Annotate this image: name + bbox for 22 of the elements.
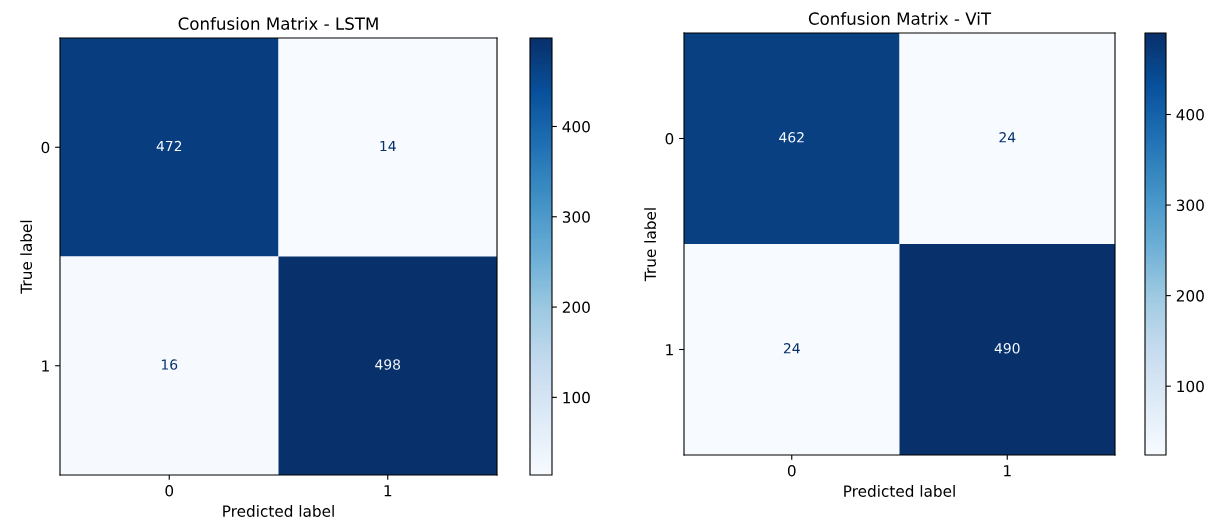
chart-title: Confusion Matrix - ViT [808, 12, 992, 25]
data-label: 490 [994, 343, 1020, 354]
data-label: 16 [161, 359, 178, 370]
color-bar-label: 400 [1176, 108, 1204, 121]
data-label: 462 [779, 132, 804, 143]
data-label: 24 [999, 132, 1016, 143]
chart-title: Confusion Matrix - LSTM [178, 17, 378, 30]
data-label: 472 [156, 140, 182, 152]
color-bar-label: 200 [1176, 290, 1204, 302]
color-bar-label: 300 [562, 211, 590, 223]
data-label: 14 [380, 140, 396, 152]
data-label: 24 [783, 343, 800, 354]
data-label: 498 [375, 359, 401, 370]
color-bar-label: 400 [562, 120, 590, 133]
x-axis-title: Predicted label [844, 485, 955, 497]
color-bar-label: 200 [562, 301, 590, 314]
color-bar-label: 100 [1177, 380, 1204, 393]
color-bar-label: 300 [1176, 199, 1204, 212]
y-axis-title: True label [644, 208, 657, 282]
x-axis-title: Predicted label [223, 505, 334, 517]
color-bar-label: 100 [563, 391, 590, 404]
y-axis-title: True label [20, 220, 33, 294]
